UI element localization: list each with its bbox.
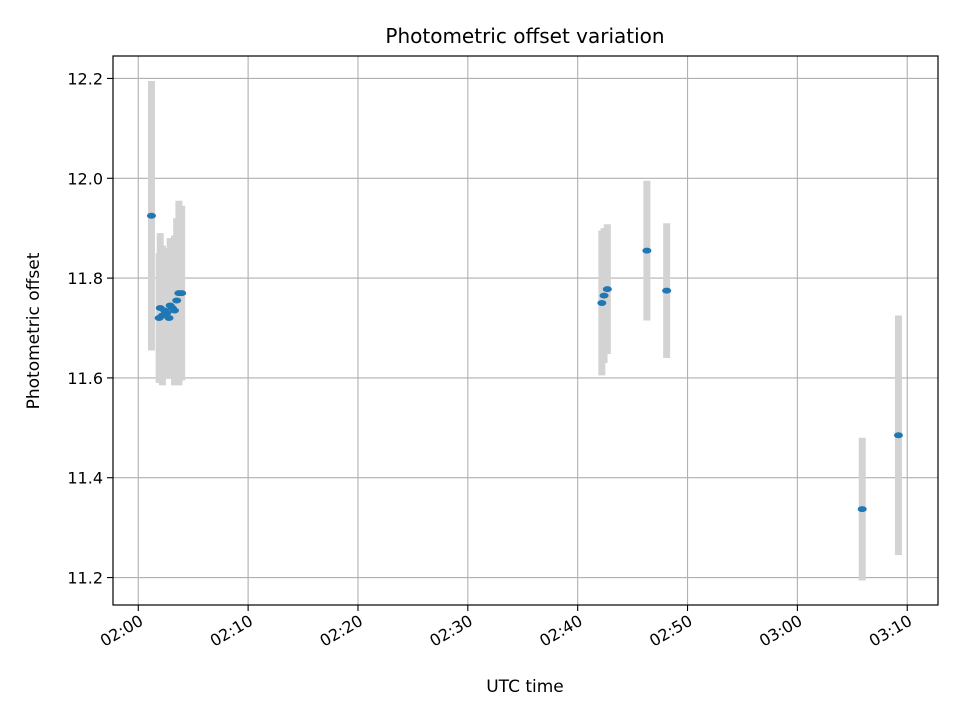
point-layer — [146, 212, 903, 513]
data-point — [599, 292, 609, 299]
y-tick-label: 11.6 — [67, 369, 103, 388]
y-tick-label: 12.0 — [67, 169, 103, 188]
data-point — [602, 286, 612, 293]
y-tick-label: 12.2 — [67, 69, 103, 88]
y-axis-ticks: 11.2 11.4 11.6 11.8 12.0 12.2 — [67, 69, 113, 588]
plot-frame — [112, 55, 939, 606]
x-axis-label: UTC time — [486, 677, 564, 697]
data-point — [893, 432, 903, 439]
data-point — [170, 307, 180, 314]
data-point — [177, 290, 187, 297]
data-point — [146, 212, 156, 219]
grid-layer — [113, 56, 938, 605]
data-point — [597, 300, 607, 307]
chart-title: Photometric offset variation — [385, 24, 664, 48]
data-point — [662, 287, 672, 294]
data-point — [164, 315, 174, 322]
data-point — [642, 247, 652, 254]
y-tick-label: 11.4 — [67, 469, 103, 488]
y-tick-label: 11.2 — [67, 569, 103, 588]
data-point — [162, 310, 172, 317]
data-point — [857, 506, 867, 513]
data-point — [172, 297, 182, 304]
y-tick-label: 11.8 — [67, 269, 103, 288]
y-axis-label: Photometric offset — [24, 252, 44, 409]
